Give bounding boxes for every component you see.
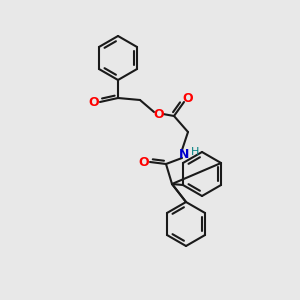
Text: O: O bbox=[154, 109, 164, 122]
Text: O: O bbox=[183, 92, 193, 104]
Text: O: O bbox=[139, 155, 149, 169]
Text: N: N bbox=[179, 148, 189, 161]
Text: H: H bbox=[191, 147, 199, 157]
Text: O: O bbox=[89, 95, 99, 109]
